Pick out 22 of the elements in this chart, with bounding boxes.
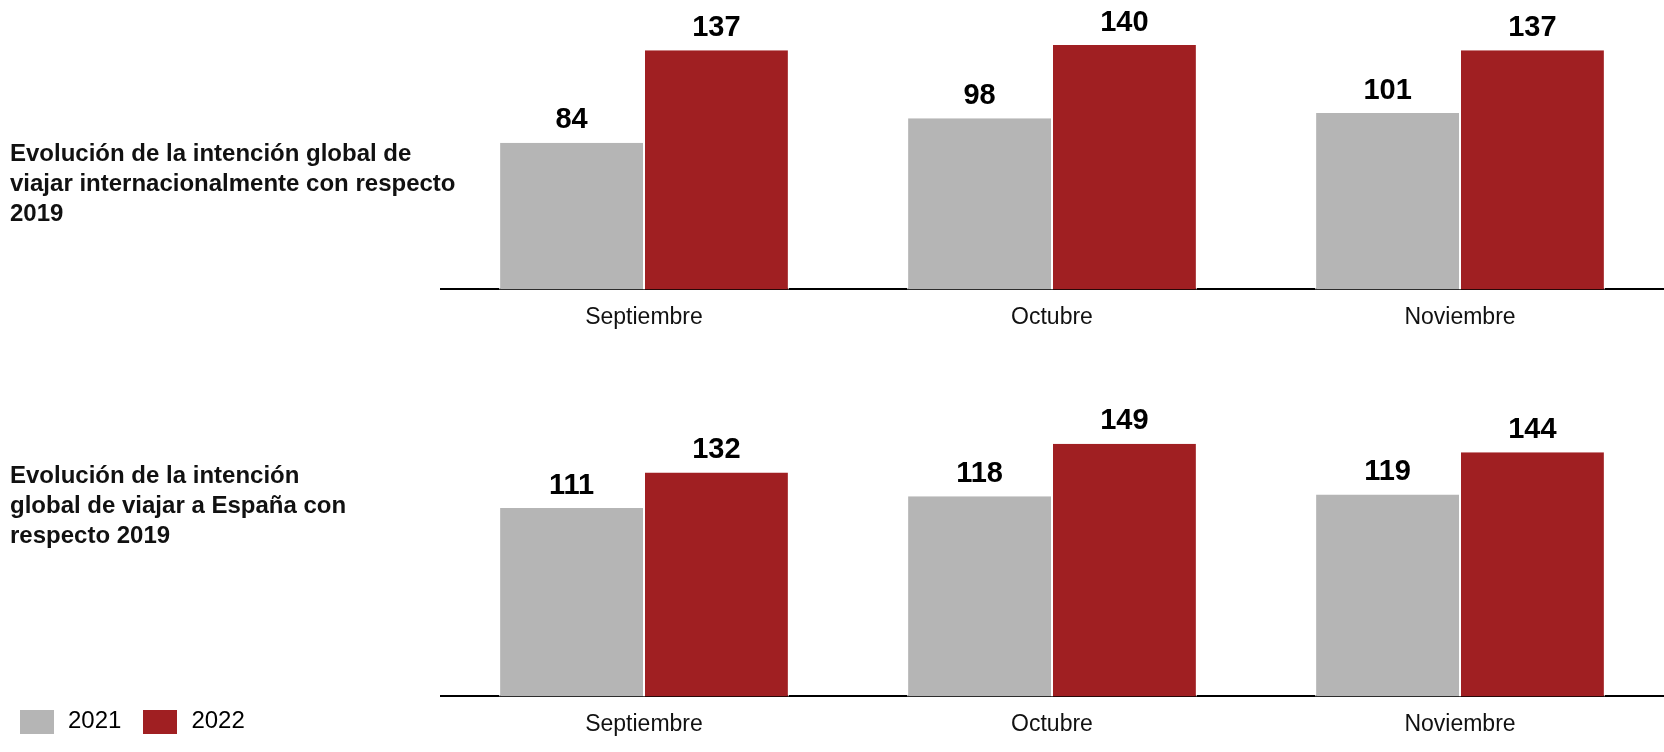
text: Evolución de la intención global de viajar internacionalmente con respecto 2019 [10, 138, 457, 228]
data-label: 149 [1100, 403, 1149, 436]
data-label: 144 [1508, 411, 1557, 444]
x-tick-label: Noviembre [1404, 302, 1516, 329]
data-label: 111 [548, 467, 595, 500]
legend-label: 2022 [191, 706, 245, 733]
legend-label: 2021 [68, 706, 122, 733]
data-label: 137 [1508, 9, 1557, 42]
data-label: 137 [692, 9, 741, 42]
data-label: 118 [956, 455, 1003, 488]
x-tick-label: Septiembre [585, 709, 703, 736]
data-label: 132 [692, 431, 741, 464]
x-tick-label: Noviembre [1404, 709, 1516, 736]
data-label: 84 [555, 102, 588, 135]
x-tick-label: Octubre [1011, 709, 1093, 736]
text: Evolución de la intención global de viajar a España con respecto 2019 [10, 460, 348, 550]
data-label: 98 [963, 77, 996, 110]
x-tick-label: Septiembre [585, 302, 703, 329]
data-label: 140 [1100, 4, 1149, 37]
data-label: 101 [1363, 72, 1412, 105]
x-tick-label: Octubre [1011, 302, 1093, 329]
data-label: 119 [1364, 454, 1411, 487]
